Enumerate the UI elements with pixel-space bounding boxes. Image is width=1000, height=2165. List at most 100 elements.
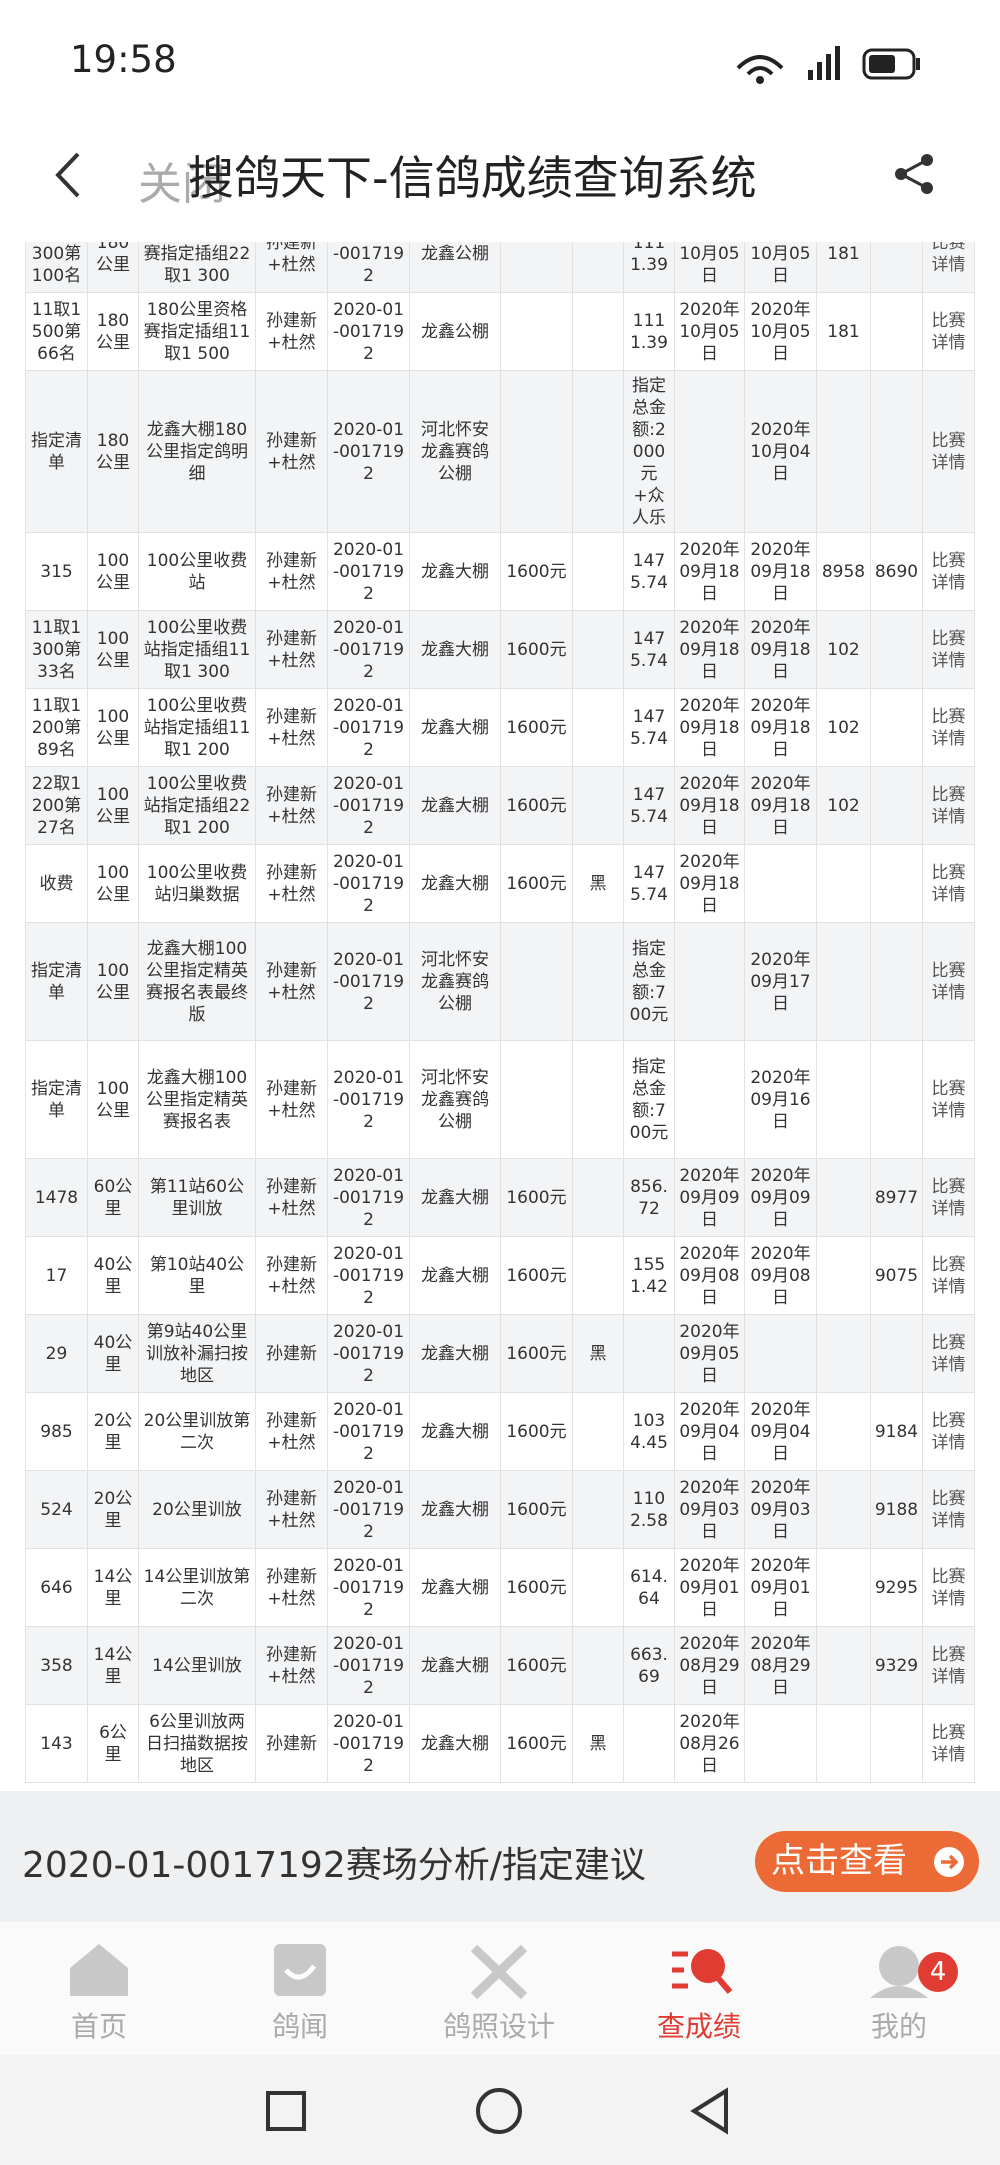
nav-item[interactable]: 查成绩 <box>656 2010 742 2043</box>
detail-link[interactable]: 比赛详情 <box>922 610 975 689</box>
table-cell: 指定清单 <box>25 370 88 533</box>
nav-item[interactable]: 我的 <box>870 2010 928 2043</box>
table-cell: 1600元 <box>500 610 573 689</box>
table-cell: 孙建新+杜然 <box>255 242 328 293</box>
empty-cell <box>572 1158 624 1237</box>
nav-icons <box>70 1944 928 2000</box>
home-button[interactable] <box>476 2088 522 2134</box>
detail-link[interactable]: 比赛详情 <box>922 1704 975 1783</box>
share-button[interactable] <box>893 152 937 196</box>
table-cell: 2020-01-0017192 <box>327 1040 410 1159</box>
detail-link[interactable]: 比赛详情 <box>922 1626 975 1705</box>
table-cell: 14公里 <box>87 1548 139 1627</box>
table-cell: 17 <box>25 1236 88 1315</box>
empty-cell <box>572 766 624 845</box>
close-button[interactable]: 关闭 <box>138 159 226 210</box>
table-cell: 2020年09月09日 <box>674 1158 745 1237</box>
table-cell: 孙建新+杜然 <box>255 532 328 611</box>
table-cell: 2020年09月05日 <box>674 1314 745 1393</box>
table-row: 315 100公里 100公里收费站 孙建新+杜然 2020-01-0017192 龙鑫大… <box>25 532 975 611</box>
detail-link[interactable]: 比赛详情 <box>922 844 975 923</box>
table-cell: 孙建新+杜然 <box>255 1626 328 1705</box>
detail-link[interactable]: 比赛详情 <box>922 1158 975 1237</box>
table-cell: 龙鑫大棚 <box>409 688 501 767</box>
table-cell: 2020年09月01日 <box>674 1548 745 1627</box>
table-cell: 180公里资格赛指定插组11取1 500 <box>138 292 256 371</box>
empty-cell <box>500 1040 573 1159</box>
detail-link[interactable]: 比赛详情 <box>922 370 975 533</box>
table-cell: 2020年09月08日 <box>744 1236 817 1315</box>
detail-link[interactable]: 比赛详情 <box>922 1548 975 1627</box>
recent-button[interactable] <box>266 2091 306 2131</box>
detail-link[interactable]: 比赛详情 <box>922 922 975 1041</box>
table-cell: 龙鑫公棚 <box>409 292 501 371</box>
empty-cell <box>816 1470 871 1549</box>
table-cell: 指定清单 <box>25 1040 88 1159</box>
arrow-icon <box>934 1847 964 1877</box>
empty-cell <box>572 1548 624 1627</box>
empty-cell <box>870 1040 923 1159</box>
table-row: 指定清单 180公里 龙鑫大棚180公里指定鸽明细 孙建新+杜然 2020-01-001… <box>25 370 975 533</box>
table-cell: 2020-01-0017192 <box>327 1704 410 1783</box>
table-cell: 孙建新+杜然 <box>255 1158 328 1237</box>
detail-link[interactable]: 比赛详情 <box>922 1040 975 1159</box>
detail-link[interactable]: 比赛详情 <box>922 1392 975 1471</box>
table-cell: 11取1 300第33名 <box>25 610 88 689</box>
table-cell: 龙鑫公棚 <box>409 242 501 293</box>
table-cell: 100公里 <box>87 1040 139 1159</box>
empty-cell <box>572 688 624 767</box>
table-row: 143 6公里 6公里训放两日扫描数据按地区 孙建新 2020-01-0017192 龙鑫… <box>25 1704 975 1783</box>
empty-cell <box>870 1704 923 1783</box>
nav-item[interactable]: 鸽照设计 <box>442 2010 556 2043</box>
table-cell: 1475.74 <box>623 532 675 611</box>
table-cell: 龙鑫大棚 <box>409 1704 501 1783</box>
back-nav-button[interactable] <box>690 2087 728 2135</box>
detail-link[interactable]: 比赛详情 <box>922 688 975 767</box>
table-row: 22取1 200第27名 100公里 100公里收费站指定插组22取1 200 孙建新… <box>25 766 975 845</box>
detail-link[interactable]: 比赛详情 <box>922 242 975 293</box>
detail-link[interactable]: 比赛详情 <box>922 766 975 845</box>
table-cell: 孙建新+杜然 <box>255 1470 328 1549</box>
table-row: 29 40公里 第9站40公里训放补漏扫按地区 孙建新 2020-01-0017192 龙… <box>25 1314 975 1393</box>
table-cell: 646 <box>25 1548 88 1627</box>
empty-cell <box>572 610 624 689</box>
detail-link[interactable]: 比赛详情 <box>922 532 975 611</box>
table-cell: 985 <box>25 1392 88 1471</box>
table-cell: 2020年09月18日 <box>674 610 745 689</box>
detail-link[interactable]: 比赛详情 <box>922 1236 975 1315</box>
table-cell: 11取1 300第100名 <box>25 242 88 293</box>
empty-cell <box>870 1314 923 1393</box>
table-cell: 8958 <box>816 532 871 611</box>
table-cell: 9295 <box>870 1548 923 1627</box>
table-cell: 2020-01-0017192 <box>327 532 410 611</box>
empty-cell <box>572 242 624 293</box>
table-cell: 2020年09月18日 <box>744 688 817 767</box>
nav-item[interactable]: 首页 <box>70 2010 128 2043</box>
detail-link[interactable]: 比赛详情 <box>922 292 975 371</box>
table-cell: 2020年09月04日 <box>744 1392 817 1471</box>
table-cell: 100公里 <box>87 844 139 923</box>
detail-link[interactable]: 比赛详情 <box>922 1470 975 1549</box>
empty-cell <box>816 1626 871 1705</box>
table-row: 17 40公里 第10站40公里 孙建新+杜然 2020-01-0017192 龙鑫大棚 1… <box>25 1236 975 1315</box>
table-cell: 1600元 <box>500 1470 573 1549</box>
empty-cell <box>744 1314 817 1393</box>
table-cell: 40公里 <box>87 1236 139 1315</box>
table-cell: 2020-01-0017192 <box>327 688 410 767</box>
table-cell: 60公里 <box>87 1158 139 1237</box>
empty-cell <box>623 1704 675 1783</box>
table-cell: 2020年10月05日 <box>744 242 817 293</box>
table-cell: 收费 <box>25 844 88 923</box>
table-cell: 2020-01-0017192 <box>327 292 410 371</box>
view-button[interactable]: 点击查看 <box>755 1831 979 1892</box>
table-cell: 8690 <box>870 532 923 611</box>
table-cell: 孙建新+杜然 <box>255 766 328 845</box>
table-row: 11取1 300第33名 100公里 100公里收费站指定插组11取1 300 孙建新… <box>25 610 975 689</box>
empty-cell <box>870 242 923 293</box>
detail-link[interactable]: 比赛详情 <box>922 1314 975 1393</box>
nav-item[interactable]: 鸽闻 <box>271 2010 329 2043</box>
back-button[interactable] <box>50 150 90 200</box>
table-cell: 孙建新+杜然 <box>255 844 328 923</box>
table-cell: 指定总金额:700元 <box>623 1040 675 1159</box>
table-row: 11取1 500第66名 180公里 180公里资格赛指定插组11取1 500 孙建新… <box>25 292 975 371</box>
